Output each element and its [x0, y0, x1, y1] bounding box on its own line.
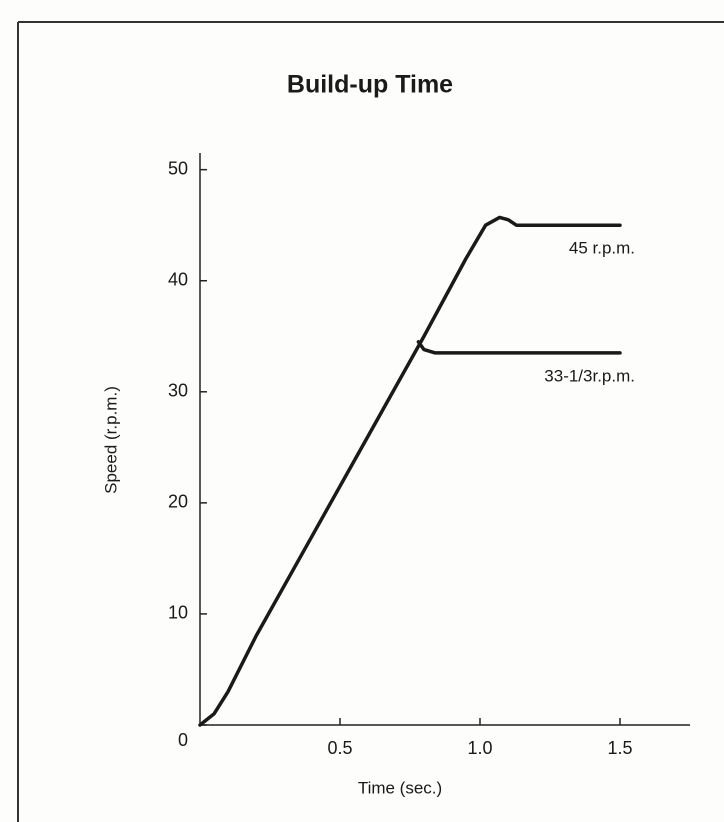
y-tick-label: 30	[168, 381, 188, 401]
line	[198, 215, 622, 727]
y-tick-label: 50	[168, 158, 188, 178]
series-label: 33-1/3r.p.m.	[544, 366, 635, 385]
x-axis-label: Time (sec.)	[358, 778, 442, 797]
chart-title: Build-up Time	[287, 71, 453, 99]
y-tick-label: 40	[168, 269, 188, 289]
x-tick-label: 1.0	[467, 738, 492, 758]
x-tick-label: 0.5	[327, 738, 352, 758]
x-tick-label: 1.5	[607, 738, 632, 758]
series-label: 45 r.p.m.	[569, 239, 635, 258]
y-tick-label: 0	[178, 730, 188, 750]
y-tick-label: 10	[168, 603, 188, 623]
y-axis-label: Speed (r.p.m.)	[101, 386, 120, 494]
y-tick-label: 20	[168, 492, 188, 512]
line	[416, 340, 622, 355]
